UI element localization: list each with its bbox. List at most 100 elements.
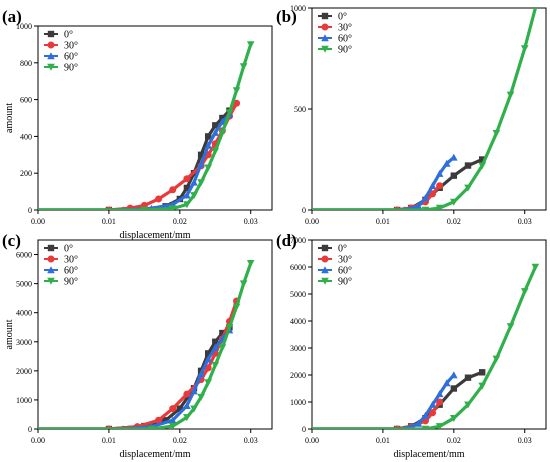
- data-point: [239, 63, 248, 71]
- x-tick-label: 0.02: [447, 217, 461, 226]
- y-tick-label: 1000: [16, 396, 32, 405]
- data-point: [211, 343, 220, 351]
- data-point: [435, 169, 444, 177]
- chart-panel-a: (a) 0.00 0.01 0.02 0.03 0 200 400 600 800 1000 disp…: [2, 7, 273, 241]
- x-axis-label: displacement/mm: [393, 449, 464, 460]
- panel-label: (b): [276, 7, 297, 26]
- data-point: [492, 355, 501, 363]
- data-point: [435, 390, 444, 398]
- y-tick-label: 6000: [16, 251, 32, 260]
- y-tick-label: 1000: [290, 4, 306, 13]
- legend-marker: [321, 277, 329, 285]
- x-tick-label: 0.03: [244, 436, 258, 445]
- legend-marker: [47, 244, 55, 252]
- data-point: [506, 323, 515, 331]
- y-tick-label: 500: [294, 105, 306, 114]
- legend-label: 30°: [64, 255, 78, 266]
- chart-panel-c: (c) 0.00 0.01 0.02 0.03 0 1000 2000 3000 4000 5000…: [2, 231, 273, 460]
- data-point: [197, 369, 205, 377]
- legend-marker: [47, 277, 55, 285]
- plot-area: [312, 263, 540, 429]
- data-point: [212, 338, 219, 345]
- series-line: [312, 370, 484, 429]
- legend-marker: [47, 266, 55, 274]
- data-point: [211, 147, 220, 155]
- series-2: [312, 153, 458, 210]
- data-point: [520, 45, 529, 53]
- legend-marker: [321, 34, 329, 42]
- data-point: [520, 288, 529, 296]
- data-point: [442, 379, 451, 387]
- data-point: [464, 401, 472, 409]
- data-point: [225, 109, 234, 117]
- y-tick-label: 600: [20, 96, 32, 105]
- data-point: [478, 162, 486, 170]
- data-point: [246, 41, 255, 49]
- data-point: [204, 355, 212, 363]
- legend-marker: [47, 52, 55, 60]
- legend-marker: [47, 255, 55, 263]
- x-tick-label: 0.02: [173, 217, 187, 226]
- data-point: [450, 172, 458, 179]
- legend-label: 0°: [338, 244, 347, 255]
- y-tick-label: 200: [20, 169, 32, 178]
- series-0: [312, 369, 486, 429]
- y-axis-label: amount: [4, 319, 15, 349]
- data-point: [478, 156, 486, 163]
- legend-marker: [321, 23, 329, 31]
- data-point: [239, 280, 248, 288]
- data-point: [414, 202, 423, 210]
- series-line: [312, 265, 538, 429]
- data-point: [429, 409, 437, 417]
- data-point: [197, 151, 205, 158]
- data-point: [155, 416, 163, 424]
- data-point: [190, 387, 198, 395]
- data-point: [450, 371, 458, 379]
- y-tick-label: 1000: [290, 398, 306, 407]
- legend-marker: [47, 41, 55, 49]
- series-1: [38, 297, 241, 429]
- x-tick-label: 0.01: [102, 436, 116, 445]
- x-axis-label: displacement/mm: [119, 449, 190, 460]
- data-point: [450, 198, 458, 206]
- y-tick-label: 2000: [290, 371, 306, 380]
- series-3: [312, 263, 540, 429]
- y-tick-label: 4000: [16, 309, 32, 318]
- data-point: [204, 350, 212, 357]
- x-tick-label: 0.00: [305, 436, 319, 445]
- data-point: [464, 184, 472, 192]
- panel-label: (d): [276, 231, 297, 250]
- legend-label: 90°: [338, 45, 352, 56]
- y-tick-label: 3000: [16, 338, 32, 347]
- plot-area: [38, 260, 255, 429]
- x-tick-label: 0.00: [305, 217, 319, 226]
- series-2: [312, 371, 458, 429]
- x-tick-label: 0.02: [173, 436, 187, 445]
- data-point: [190, 178, 198, 186]
- data-point: [169, 186, 177, 194]
- chart-panel-b: (b) 0.00 0.01 0.02 0.03 0 500 1000 0°30°60°90°: [276, 4, 547, 226]
- data-point: [168, 422, 177, 429]
- data-point: [204, 141, 212, 149]
- y-tick-label: 4000: [290, 317, 306, 326]
- x-tick-label: 0.03: [518, 436, 532, 445]
- data-point: [183, 201, 191, 209]
- legend-label: 30°: [64, 41, 78, 52]
- data-point: [183, 390, 191, 398]
- x-tick-label: 0.03: [244, 217, 258, 226]
- legend-marker: [321, 255, 329, 263]
- legend-label: 60°: [338, 266, 352, 277]
- x-tick-label: 0.03: [518, 217, 532, 226]
- legend: 0°30°60°90°: [318, 12, 352, 56]
- data-point: [429, 190, 437, 198]
- data-point: [533, 8, 538, 12]
- x-tick-label: 0.01: [376, 436, 390, 445]
- data-point: [162, 417, 169, 424]
- data-point: [219, 329, 226, 337]
- legend-label: 60°: [338, 34, 352, 45]
- legend-label: 0°: [338, 12, 347, 23]
- legend: 0°30°60°90°: [318, 244, 352, 288]
- legend-marker: [47, 30, 55, 38]
- data-point: [232, 87, 241, 95]
